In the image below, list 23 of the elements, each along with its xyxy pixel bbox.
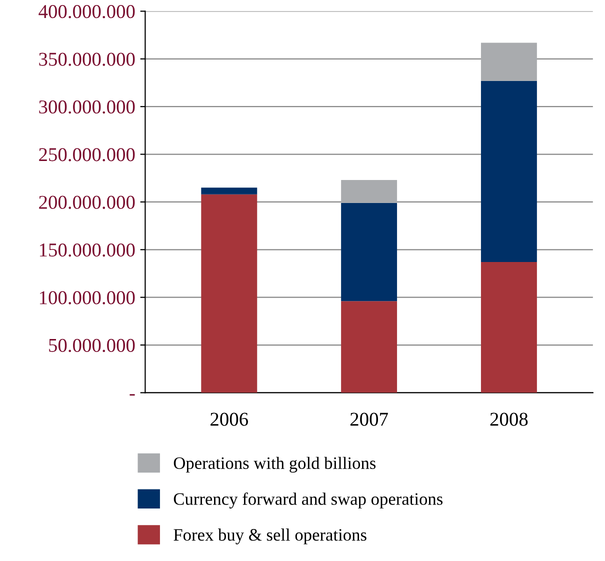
x-tick-label: 2007	[350, 412, 388, 426]
y-tick-label: 50.000.000	[49, 338, 135, 352]
legend-label: Operations with gold billions	[174, 456, 376, 473]
bar	[480, 262, 537, 393]
bar	[341, 301, 398, 393]
bar	[480, 42, 537, 81]
bar	[480, 80, 537, 262]
bar	[201, 188, 258, 194]
y-tick-label: 350.000.000	[39, 52, 135, 66]
legend-label: Forex buy & sell operations	[174, 528, 366, 544]
x-tick-label: 2008	[490, 412, 528, 426]
x-tick-label: 2006	[210, 412, 248, 426]
y-tick-label: 100.000.000	[40, 291, 135, 304]
y-tick-label: 150.000.000	[40, 243, 135, 257]
bar	[341, 202, 398, 302]
y-tick-label: -	[130, 394, 135, 396]
bar	[201, 194, 258, 393]
y-tick-label: 200.000.000	[39, 196, 135, 209]
y-tick-label: 400.000.000	[38, 5, 135, 18]
bar	[341, 180, 398, 203]
y-tick-label: 300.000.000	[39, 100, 135, 114]
legend-label: Currency forward and swap operations	[174, 492, 443, 508]
y-tick-label: 250.000.000	[39, 148, 135, 162]
